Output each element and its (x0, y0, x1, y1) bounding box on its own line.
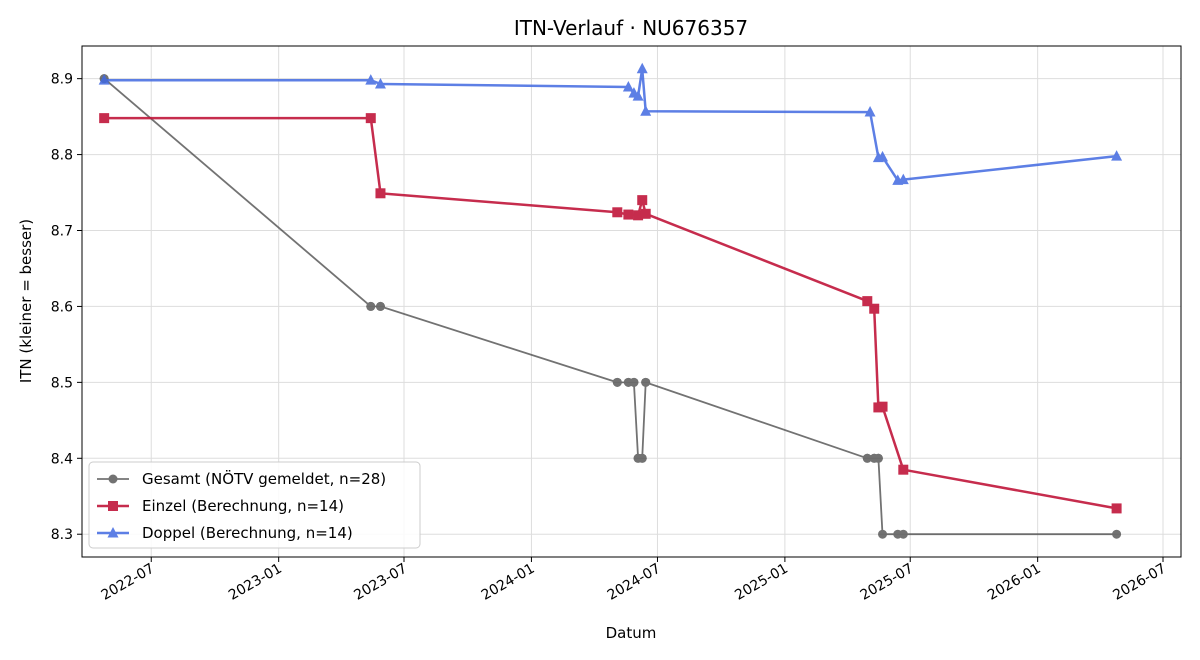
data-point-gesamt (898, 529, 908, 539)
data-point-gesamt (637, 453, 647, 463)
plot-area-frame (81, 45, 1182, 558)
legend-label-gesamt: Gesamt (NÖTV gemeldet, n=28) (142, 469, 386, 488)
data-point-gesamt (878, 529, 888, 539)
data-point-doppel (622, 81, 634, 92)
x-tick-label: 2023-07 (351, 561, 410, 604)
legend-label-einzel: Einzel (Berechnung, n=14) (142, 497, 344, 515)
series-doppel (98, 62, 1123, 185)
data-point-gesamt (873, 453, 883, 463)
series-einzel (99, 113, 1122, 514)
legend-marker-doppel (107, 527, 119, 538)
data-point-doppel (365, 74, 377, 85)
x-axis-label: Datum (606, 624, 657, 642)
data-point-einzel (612, 207, 623, 218)
data-point-gesamt (641, 377, 651, 387)
y-axis-label: ITN (kleiner = besser) (17, 219, 35, 383)
data-point-einzel (869, 303, 880, 314)
data-point-doppel (632, 90, 644, 101)
data-point-gesamt (629, 377, 639, 387)
legend-marker-einzel (108, 501, 118, 511)
legend: Gesamt (NÖTV gemeldet, n=28) Einzel (Bere… (88, 461, 421, 549)
data-point-einzel (898, 464, 909, 475)
data-point-gesamt (612, 377, 622, 387)
series-gesamt (99, 74, 1122, 539)
data-point-doppel (897, 173, 909, 185)
x-tick-label: 2024-07 (605, 561, 664, 604)
data-point-gesamt (862, 453, 872, 463)
data-point-einzel (640, 208, 651, 219)
data-point-einzel (862, 296, 873, 307)
legend-item-doppel (97, 527, 129, 538)
x-tick-label: 2024-01 (479, 561, 538, 604)
data-point-gesamt (366, 301, 376, 311)
series-line-einzel (104, 116, 1117, 510)
data-point-einzel (633, 210, 644, 221)
x-tick-label: 2022-07 (99, 561, 158, 604)
data-point-einzel (877, 401, 888, 412)
y-tick-label: 8.3 (51, 527, 73, 543)
legend-item-einzel (97, 501, 129, 511)
data-point-einzel (99, 113, 110, 124)
series-layer (98, 62, 1123, 539)
y-tick-label: 8.5 (51, 375, 73, 391)
y-tick-label: 8.7 (51, 224, 73, 240)
legend-box (88, 461, 421, 549)
legend-label-doppel: Doppel (Berechnung, n=14) (142, 524, 353, 542)
data-point-doppel (864, 106, 876, 117)
data-point-doppel (877, 150, 889, 162)
x-tick-label: 2026-07 (1110, 561, 1169, 604)
series-line-doppel (104, 67, 1117, 182)
data-point-einzel (375, 188, 386, 199)
y-tick-label: 8.9 (51, 72, 73, 88)
x-axis: 2022-07 2023-01 2023-07 2024-01 2024-07 2025-… (99, 557, 1169, 604)
data-point-doppel (98, 74, 110, 85)
y-axis: 8.3 8.4 8.5 8.6 8.7 8.8 8.9 (51, 72, 82, 543)
series-line-gesamt (103, 77, 1117, 536)
legend-marker-gesamt (108, 474, 118, 484)
data-point-doppel (374, 77, 386, 89)
y-tick-label: 8.4 (51, 451, 73, 467)
y-tick-label: 8.6 (51, 299, 73, 315)
data-point-doppel (640, 105, 652, 116)
data-point-einzel (1111, 503, 1122, 514)
x-tick-label: 2025-07 (858, 561, 917, 604)
data-point-einzel (637, 195, 648, 206)
data-point-doppel (1111, 150, 1123, 161)
y-tick-label: 8.8 (51, 148, 73, 164)
data-point-einzel (623, 209, 634, 220)
data-point-gesamt (375, 301, 385, 311)
chart-title: ITN-Verlauf · NU676357 (514, 16, 748, 40)
x-tick-label: 2026-01 (985, 561, 1044, 604)
data-point-gesamt (1112, 529, 1122, 539)
legend-item-gesamt (97, 474, 129, 484)
data-point-einzel (365, 113, 376, 124)
x-tick-label: 2023-01 (226, 561, 285, 604)
data-point-doppel (636, 62, 648, 74)
x-tick-label: 2025-01 (732, 561, 791, 604)
